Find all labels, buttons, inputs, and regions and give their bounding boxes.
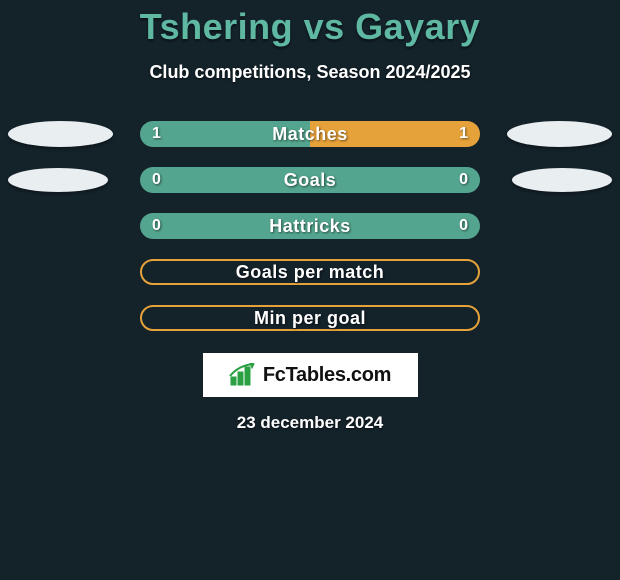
logo-text: FcTables.com <box>263 364 391 387</box>
player-photo-placeholder <box>507 121 612 147</box>
stat-bar-right <box>310 121 480 147</box>
page-title: Tshering vs Gayary <box>0 0 620 48</box>
stat-value-left: 1 <box>152 121 161 147</box>
fctables-logo: FcTables.com <box>203 353 418 397</box>
player-photo-placeholder <box>8 168 108 192</box>
stat-value-left: 0 <box>152 167 161 193</box>
comparison-infographic: Tshering vs Gayary Club competitions, Se… <box>0 0 620 580</box>
stat-bar <box>140 213 480 239</box>
barchart-icon <box>229 363 257 387</box>
date-text: 23 december 2024 <box>0 413 620 433</box>
stat-value-right: 1 <box>459 121 468 147</box>
stat-value-right: 0 <box>459 167 468 193</box>
stat-bar <box>140 121 480 147</box>
logo-suffix: .com <box>346 364 391 386</box>
stat-row: Hattricks00 <box>0 203 620 249</box>
stat-row: Goals per match <box>0 249 620 295</box>
stat-bar <box>140 259 480 285</box>
player-photo-placeholder <box>8 121 113 147</box>
player-photo-placeholder <box>512 168 612 192</box>
stat-bar <box>140 305 480 331</box>
stat-row: Min per goal <box>0 295 620 341</box>
stat-bar-left <box>140 121 310 147</box>
subtitle: Club competitions, Season 2024/2025 <box>0 62 620 83</box>
stat-bar-left <box>140 167 480 193</box>
stat-bar-left <box>140 213 480 239</box>
logo-main: Tables <box>286 364 346 386</box>
stat-value-left: 0 <box>152 213 161 239</box>
stat-value-right: 0 <box>459 213 468 239</box>
logo-prefix: Fc <box>263 364 286 386</box>
stats-block: Matches11Goals00Hattricks00Goals per mat… <box>0 111 620 341</box>
stat-bar <box>140 167 480 193</box>
